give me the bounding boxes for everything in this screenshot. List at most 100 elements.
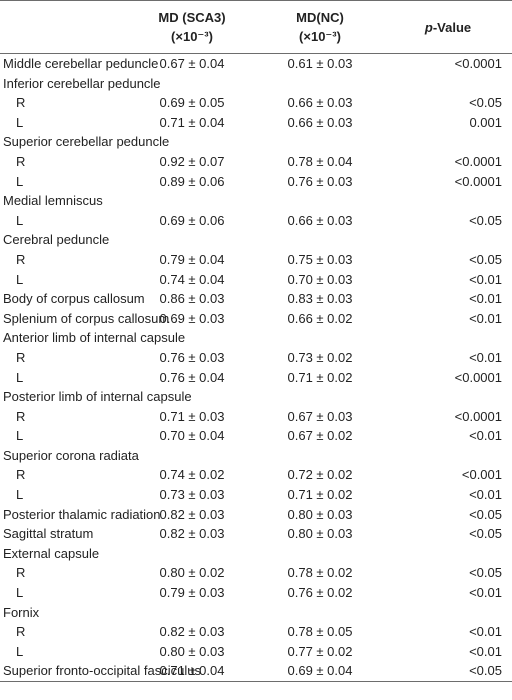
md-nc-value: 0.66 ± 0.03 bbox=[287, 212, 353, 228]
header-md-nc-line2: (×10⁻³) bbox=[299, 29, 341, 44]
p-value: 0.001 bbox=[469, 114, 502, 130]
structure-label: Body of corpus callosum bbox=[3, 291, 145, 307]
md-sca3-value bbox=[128, 230, 256, 250]
side-label: L bbox=[16, 428, 24, 444]
side-label: L bbox=[16, 212, 24, 228]
header-md-sca3-line1: MD (SCA3) bbox=[158, 10, 226, 25]
md-sca3-value: 0.69 ± 0.05 bbox=[159, 95, 225, 111]
table-row: L 0.76 ± 0.04 0.71 ± 0.02 <0.0001 bbox=[0, 368, 512, 388]
md-sca3-value: 0.76 ± 0.03 bbox=[159, 349, 225, 365]
table-row: R 0.79 ± 0.04 0.75 ± 0.03 <0.05 bbox=[0, 250, 512, 270]
md-nc-value: 0.66 ± 0.03 bbox=[287, 114, 353, 130]
md-comparison-table: MD (SCA3) (×10⁻³) MD(NC) (×10⁻³) p-Value… bbox=[0, 0, 512, 683]
side-label: R bbox=[16, 467, 26, 483]
p-value: <0.01 bbox=[469, 291, 502, 307]
md-nc-value: 0.78 ± 0.04 bbox=[287, 153, 353, 169]
table-row: R 0.71 ± 0.03 0.67 ± 0.03 <0.0001 bbox=[0, 407, 512, 427]
md-nc-value bbox=[256, 387, 384, 407]
table-row: Middle cerebellar peduncle 0.67 ± 0.04 0.6… bbox=[0, 54, 512, 74]
p-value: <0.01 bbox=[469, 349, 502, 365]
table-row: Superior cerebellar peduncle bbox=[0, 132, 512, 152]
table-row: L 0.80 ± 0.03 0.77 ± 0.02 <0.01 bbox=[0, 642, 512, 662]
header-md-sca3-line2: (×10⁻³) bbox=[171, 29, 213, 44]
md-nc-value bbox=[256, 230, 384, 250]
table-row: L 0.69 ± 0.06 0.66 ± 0.03 <0.05 bbox=[0, 211, 512, 231]
table-row: Sagittal stratum 0.82 ± 0.03 0.80 ± 0.03 <0… bbox=[0, 524, 512, 544]
p-value: <0.01 bbox=[469, 624, 502, 640]
structure-label: Posterior limb of internal capsule bbox=[3, 389, 192, 405]
p-value bbox=[384, 74, 512, 94]
side-label: L bbox=[16, 173, 24, 189]
md-nc-value: 0.67 ± 0.03 bbox=[287, 408, 353, 424]
table-row: Superior corona radiata bbox=[0, 446, 512, 466]
md-nc-value bbox=[256, 446, 384, 466]
md-nc-value: 0.78 ± 0.05 bbox=[287, 624, 353, 640]
table-row: Splenium of corpus callosum 0.69 ± 0.03 0.… bbox=[0, 309, 512, 329]
p-value bbox=[384, 132, 512, 152]
p-value: <0.01 bbox=[469, 310, 502, 326]
md-sca3-value: 0.69 ± 0.03 bbox=[159, 310, 225, 326]
md-nc-value: 0.71 ± 0.02 bbox=[287, 369, 353, 385]
table-row: L 0.71 ± 0.04 0.66 ± 0.03 0.001 bbox=[0, 113, 512, 133]
md-nc-value: 0.67 ± 0.02 bbox=[287, 428, 353, 444]
structure-label: Fornix bbox=[3, 604, 40, 620]
side-label: R bbox=[16, 349, 26, 365]
md-nc-value: 0.83 ± 0.03 bbox=[287, 291, 353, 307]
structure-label: Superior corona radiata bbox=[3, 447, 139, 463]
side-label: L bbox=[16, 643, 24, 659]
md-nc-value: 0.76 ± 0.03 bbox=[287, 173, 353, 189]
md-nc-value: 0.70 ± 0.03 bbox=[287, 271, 353, 287]
md-sca3-value bbox=[128, 544, 256, 564]
structure-label: Superior cerebellar peduncle bbox=[3, 134, 170, 150]
side-label: L bbox=[16, 369, 24, 385]
md-sca3-value: 0.79 ± 0.03 bbox=[159, 585, 225, 601]
side-label: L bbox=[16, 487, 24, 503]
p-value bbox=[384, 230, 512, 250]
md-sca3-value: 0.89 ± 0.06 bbox=[159, 173, 225, 189]
md-nc-value bbox=[256, 191, 384, 211]
p-value: <0.05 bbox=[469, 526, 502, 542]
table-row: R 0.74 ± 0.02 0.72 ± 0.02 <0.001 bbox=[0, 465, 512, 485]
table-row: R 0.80 ± 0.02 0.78 ± 0.02 <0.05 bbox=[0, 563, 512, 583]
md-nc-value bbox=[256, 603, 384, 623]
structure-label: Cerebral peduncle bbox=[3, 232, 110, 248]
table-row: External capsule bbox=[0, 544, 512, 564]
table-row: Superior fronto-occipital fasciculus 0.71… bbox=[0, 661, 512, 683]
structure-label: Anterior limb of internal capsule bbox=[3, 330, 186, 346]
md-nc-value: 0.66 ± 0.03 bbox=[287, 95, 353, 111]
p-value: <0.05 bbox=[469, 95, 502, 111]
md-nc-value: 0.73 ± 0.02 bbox=[287, 349, 353, 365]
table-row: Anterior limb of internal capsule bbox=[0, 328, 512, 348]
md-sca3-value bbox=[128, 603, 256, 623]
p-value: <0.01 bbox=[469, 428, 502, 444]
header-md-sca3: MD (SCA3) (×10⁻³) bbox=[128, 1, 256, 54]
header-md-nc: MD(NC) (×10⁻³) bbox=[256, 1, 384, 54]
structure-label: Middle cerebellar peduncle bbox=[3, 56, 159, 71]
p-value: <0.01 bbox=[469, 585, 502, 601]
structure-label: Superior fronto-occipital fasciculus bbox=[0, 661, 201, 683]
md-nc-value: 0.77 ± 0.02 bbox=[287, 643, 353, 659]
table-row: R 0.76 ± 0.03 0.73 ± 0.02 <0.01 bbox=[0, 348, 512, 368]
structure-label: Sagittal stratum bbox=[3, 526, 94, 542]
md-nc-value: 0.80 ± 0.03 bbox=[287, 506, 353, 522]
side-label: R bbox=[16, 565, 26, 581]
header-md-nc-line1: MD(NC) bbox=[296, 10, 344, 25]
table-row: Posterior limb of internal capsule bbox=[0, 387, 512, 407]
p-value bbox=[384, 544, 512, 564]
table-row: Posterior thalamic radiation 0.82 ± 0.03 0… bbox=[0, 505, 512, 525]
p-value: <0.05 bbox=[469, 212, 502, 228]
p-value: <0.05 bbox=[469, 506, 502, 522]
md-sca3-value: 0.92 ± 0.07 bbox=[159, 153, 225, 169]
structure-label: Splenium of corpus callosum bbox=[3, 310, 170, 326]
md-sca3-value: 0.73 ± 0.03 bbox=[159, 487, 225, 503]
header-structure bbox=[0, 1, 128, 54]
side-label: R bbox=[16, 153, 26, 169]
side-label: L bbox=[16, 114, 24, 130]
table-row: L 0.73 ± 0.03 0.71 ± 0.02 <0.01 bbox=[0, 485, 512, 505]
p-value: <0.0001 bbox=[454, 153, 502, 169]
table-row: Fornix bbox=[0, 603, 512, 623]
md-nc-value: 0.66 ± 0.02 bbox=[287, 310, 353, 326]
md-nc-value: 0.71 ± 0.02 bbox=[287, 487, 353, 503]
p-value: <0.05 bbox=[469, 251, 502, 267]
md-nc-value: 0.76 ± 0.02 bbox=[287, 585, 353, 601]
